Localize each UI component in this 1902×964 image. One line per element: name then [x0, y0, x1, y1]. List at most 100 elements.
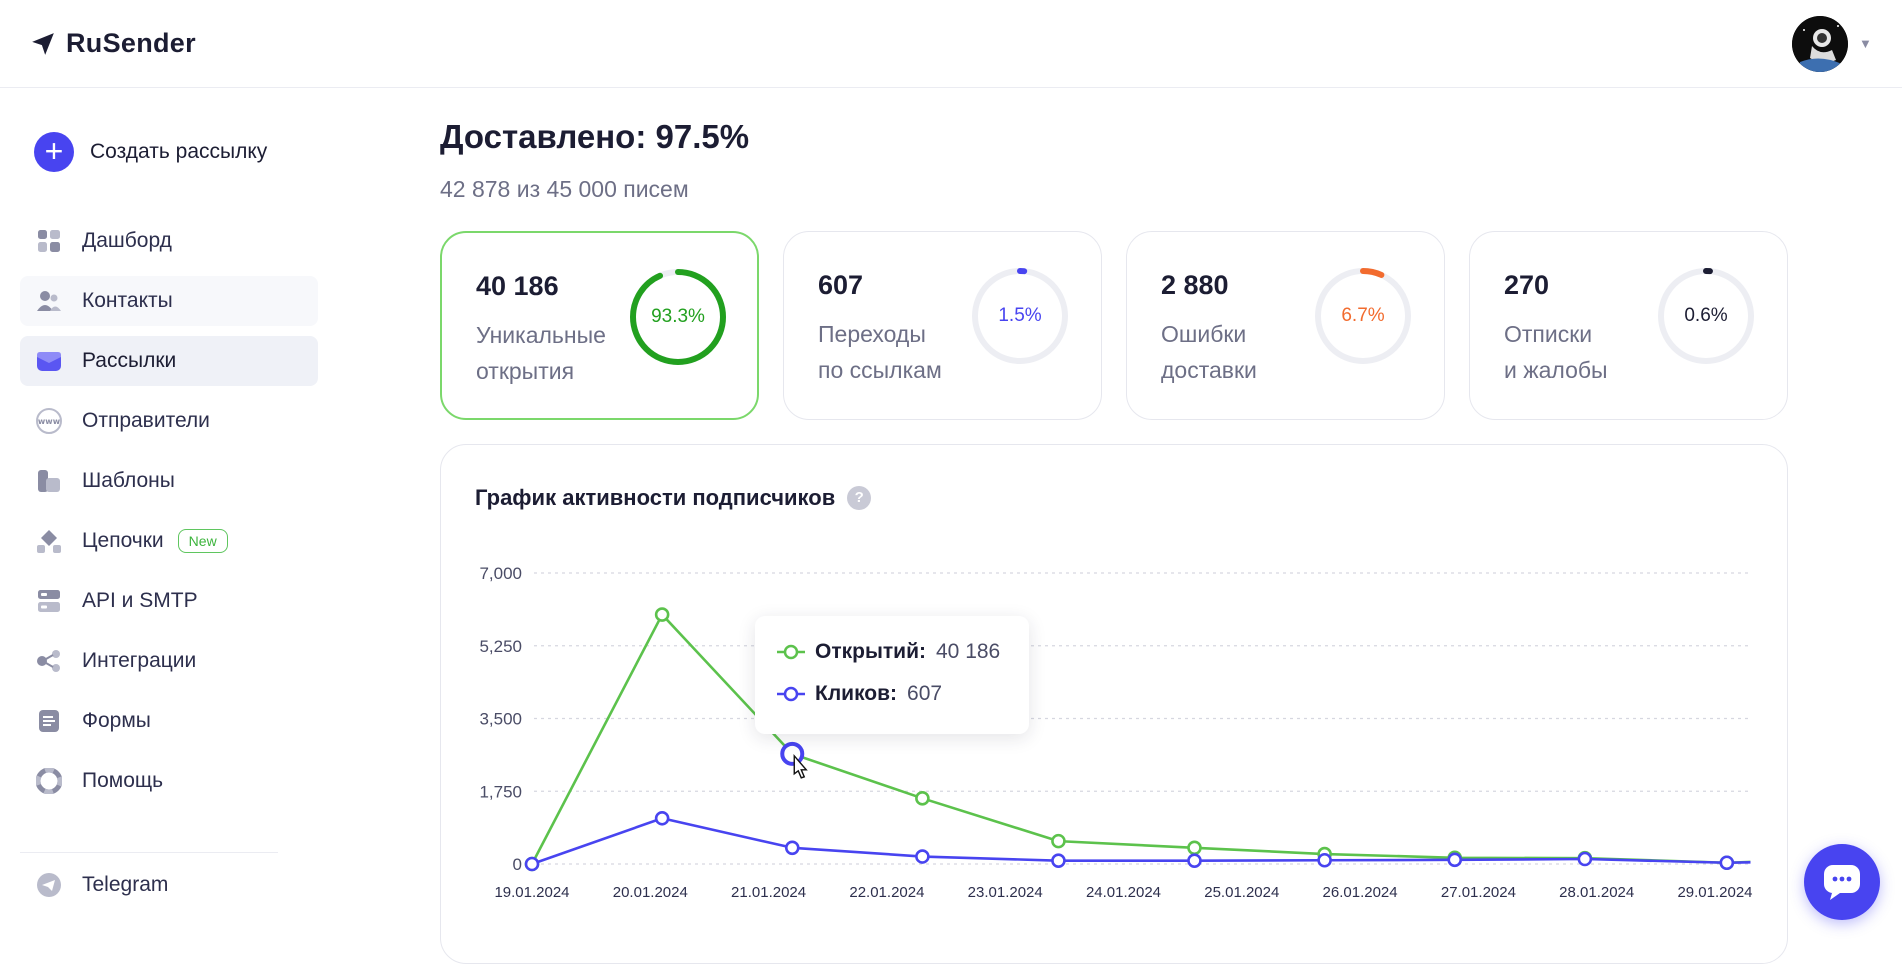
sidebar-item-label: Формы — [82, 709, 151, 732]
x-tick-label: 26.01.2024 — [1323, 884, 1398, 901]
stat-number: 270 — [1504, 270, 1550, 300]
sidebar-item-label: Шаблоны — [82, 469, 175, 492]
logo-text: RuSender — [66, 28, 196, 58]
telegram-icon — [37, 873, 61, 897]
sidebar-item-forms[interactable]: Формы — [20, 696, 318, 746]
telegram-label: Telegram — [82, 873, 169, 896]
sidebar-item-help[interactable]: Помощь — [20, 756, 318, 806]
question-icon[interactable]: ? — [847, 486, 872, 510]
stat-card-delivery-errors[interactable]: 2 880 Ошибки доставки 6.7% — [1126, 231, 1445, 420]
mailings-icon — [36, 348, 62, 374]
sidebar-item-chains[interactable]: Цепочки New — [20, 516, 318, 566]
hand-cursor-icon — [793, 753, 808, 779]
clicks-point — [1187, 853, 1202, 868]
server-icon — [36, 588, 62, 614]
progress-ring: 1.5% — [968, 264, 1072, 368]
stat-number: 607 — [818, 270, 864, 300]
sidebar-item-integrations[interactable]: Интеграции — [20, 636, 318, 686]
chat-support-button[interactable] — [1804, 844, 1880, 920]
clicks-point — [1447, 852, 1463, 868]
opens-line — [530, 613, 1751, 865]
x-tick-label: 23.01.2024 — [968, 884, 1043, 901]
contacts-icon — [36, 288, 62, 314]
svg-text:www: www — [38, 417, 61, 426]
help-lifebuoy-icon — [36, 768, 62, 794]
sidebar-item-contacts[interactable]: Контакты — [20, 276, 318, 326]
chat-bubble-icon — [1824, 865, 1860, 900]
blue-line-marker-icon — [777, 686, 805, 702]
green-line-marker-icon — [777, 644, 805, 660]
stat-label: Уникальные открытия — [476, 322, 606, 384]
stat-label: Отписки и жалобы — [1504, 321, 1608, 383]
avatar[interactable] — [1792, 16, 1848, 72]
dashboard-icon — [36, 228, 62, 254]
tooltip-clicks-row: Кликов: 607 — [777, 682, 942, 706]
stat-number: 2 880 — [1161, 270, 1229, 300]
activity-chart: 0 1,750 3,500 5,250 7,000 19.01.2024 20.01.202… — [479, 564, 1752, 901]
sidebar-item-templates[interactable]: Шаблоны — [20, 456, 318, 506]
progress-ring: 0.6% — [1654, 264, 1758, 368]
x-tick-label: 22.01.2024 — [849, 884, 924, 901]
ring-percent: 0.6% — [1684, 305, 1728, 326]
clicks-point — [524, 856, 540, 872]
stat-card-unsubscribes[interactable]: 270 Отписки и жалобы 0.6% — [1469, 231, 1788, 420]
y-tick-label: 3,500 — [479, 710, 522, 729]
sidebar-item-dashboard[interactable]: Дашборд — [20, 216, 318, 266]
clicks-point — [1577, 851, 1593, 867]
clicks-point — [1719, 855, 1735, 871]
x-tick-label: 24.01.2024 — [1086, 884, 1161, 901]
sidebar-item-label: Контакты — [82, 289, 173, 312]
sidebar-item-label: API и SMTP — [82, 589, 198, 612]
opens-point — [1051, 833, 1066, 849]
clicks-point — [1051, 853, 1066, 868]
stat-card-link-clicks[interactable]: 607 Переходы по ссылкам 1.5% — [783, 231, 1102, 420]
stat-label: Ошибки доставки — [1161, 321, 1257, 383]
x-tick-label: 29.01.2024 — [1677, 884, 1752, 901]
sidebar-item-label: Рассылки — [82, 349, 177, 372]
telegram-link[interactable]: Telegram — [36, 872, 168, 898]
astronaut-avatar-icon — [1792, 16, 1848, 72]
templates-icon — [36, 468, 62, 494]
tooltip-opens-row: Открытий: 40 186 — [777, 640, 1000, 664]
sidebar: + Создать рассылку Дашборд Контакты Расс… — [0, 88, 330, 942]
clicks-point — [654, 810, 670, 826]
x-tick-label: 28.01.2024 — [1559, 884, 1634, 901]
opens-point — [1187, 840, 1202, 856]
create-mailing-label: Создать рассылку — [90, 140, 268, 163]
x-tick-label: 19.01.2024 — [494, 884, 569, 901]
chains-icon — [36, 528, 62, 554]
integrations-icon — [36, 648, 62, 674]
sidebar-item-label: Дашборд — [82, 229, 172, 252]
y-tick-label: 0 — [513, 855, 522, 874]
ring-percent: 93.3% — [651, 306, 705, 327]
stat-label: Переходы по ссылкам — [818, 321, 942, 383]
y-tick-label: 5,250 — [479, 637, 522, 656]
x-tick-label: 27.01.2024 — [1441, 884, 1516, 901]
top-bar: RuSender ▼ — [0, 0, 1902, 88]
logo[interactable]: RuSender — [30, 28, 196, 59]
chart-title: График активности подписчиков ? — [475, 485, 872, 511]
stat-card-unique-opens[interactable]: 40 186 Уникальные открытия 93.3% — [440, 231, 759, 420]
page-subtitle: 42 878 из 45 000 писем — [440, 176, 689, 202]
sidebar-item-label: Помощь — [82, 769, 164, 792]
progress-ring: 6.7% — [1311, 264, 1415, 368]
forms-icon — [36, 708, 62, 734]
ring-percent: 6.7% — [1341, 305, 1385, 326]
sidebar-item-senders[interactable]: www Отправители — [20, 396, 318, 446]
chart-tooltip: Открытий: 40 186 Кликов: 607 — [755, 616, 1029, 734]
chevron-down-icon[interactable]: ▼ — [1859, 36, 1872, 51]
clicks-point — [784, 840, 800, 856]
sidebar-divider — [20, 852, 278, 853]
sidebar-item-api-smtp[interactable]: API и SMTP — [20, 576, 318, 626]
activity-chart-card: График активности подписчиков ? — [440, 444, 1788, 964]
y-tick-label: 7,000 — [479, 564, 522, 583]
page-title: Доставлено: 97.5% — [440, 118, 750, 155]
create-mailing-button[interactable]: + Создать рассылку — [34, 132, 267, 172]
stat-number: 40 186 — [476, 271, 559, 301]
clicks-point — [915, 849, 930, 864]
sidebar-item-label: Интеграции — [82, 649, 197, 672]
sidebar-nav: Дашборд Контакты Рассылки www Отправител… — [20, 216, 318, 816]
progress-ring: 93.3% — [626, 265, 730, 369]
sidebar-item-mailings[interactable]: Рассылки — [20, 336, 318, 386]
y-tick-label: 1,750 — [479, 782, 522, 801]
